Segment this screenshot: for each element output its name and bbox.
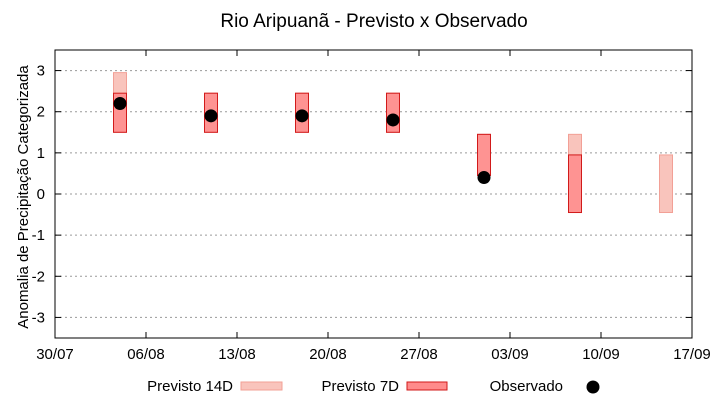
y-tick-label: 1	[37, 145, 45, 162]
chart-title: Rio Aripuanã - Previsto x Observado	[220, 11, 527, 32]
series-observado	[113, 96, 491, 185]
grid	[55, 70, 692, 318]
y-tick-label: 2	[37, 104, 45, 121]
point-observado	[477, 171, 491, 185]
x-tick-label: 30/07	[36, 346, 74, 363]
legend-marker-observado	[586, 380, 600, 394]
bar-previsto-7d	[568, 154, 582, 214]
x-tick-label: 17/09	[673, 346, 711, 363]
y-axis-label: Anomalia de Precipitação Categorizada	[15, 65, 32, 329]
legend-label-previsto-7d: Previsto 7D	[321, 378, 399, 395]
x-tick-label: 27/08	[400, 346, 438, 363]
y-tick-label: -2	[32, 268, 45, 285]
x-tick-label: 13/08	[218, 346, 256, 363]
x-tick-label: 10/09	[582, 346, 620, 363]
legend-swatch-previsto-14d	[240, 381, 283, 391]
y-axis: -3 -2 -1 0 1 2 3	[32, 63, 692, 326]
legend: Previsto 14D Previsto 7D Observado	[147, 378, 600, 395]
plot-frame	[54, 49, 693, 339]
x-tick-label: 03/09	[491, 346, 529, 363]
legend-swatch-previsto-7d	[406, 381, 448, 391]
y-tick-label: 3	[37, 63, 45, 80]
y-tick-label: 0	[37, 186, 45, 203]
point-observado	[295, 109, 309, 123]
y-tick-label: -3	[32, 309, 45, 326]
x-tick-label: 20/08	[309, 346, 347, 363]
bar-previsto-7d	[477, 133, 491, 176]
x-tick-label: 06/08	[127, 346, 165, 363]
point-observado	[386, 113, 400, 127]
legend-label-observado: Observado	[490, 378, 563, 395]
point-observado	[113, 96, 127, 110]
bar-previsto-14d	[659, 154, 673, 214]
legend-label-previsto-14d: Previsto 14D	[147, 378, 233, 395]
x-axis: 30/07 06/08 13/08 20/08 27/08 03/09 10/09 17/09	[36, 50, 711, 363]
point-observado	[204, 109, 218, 123]
y-tick-label: -1	[32, 227, 45, 244]
